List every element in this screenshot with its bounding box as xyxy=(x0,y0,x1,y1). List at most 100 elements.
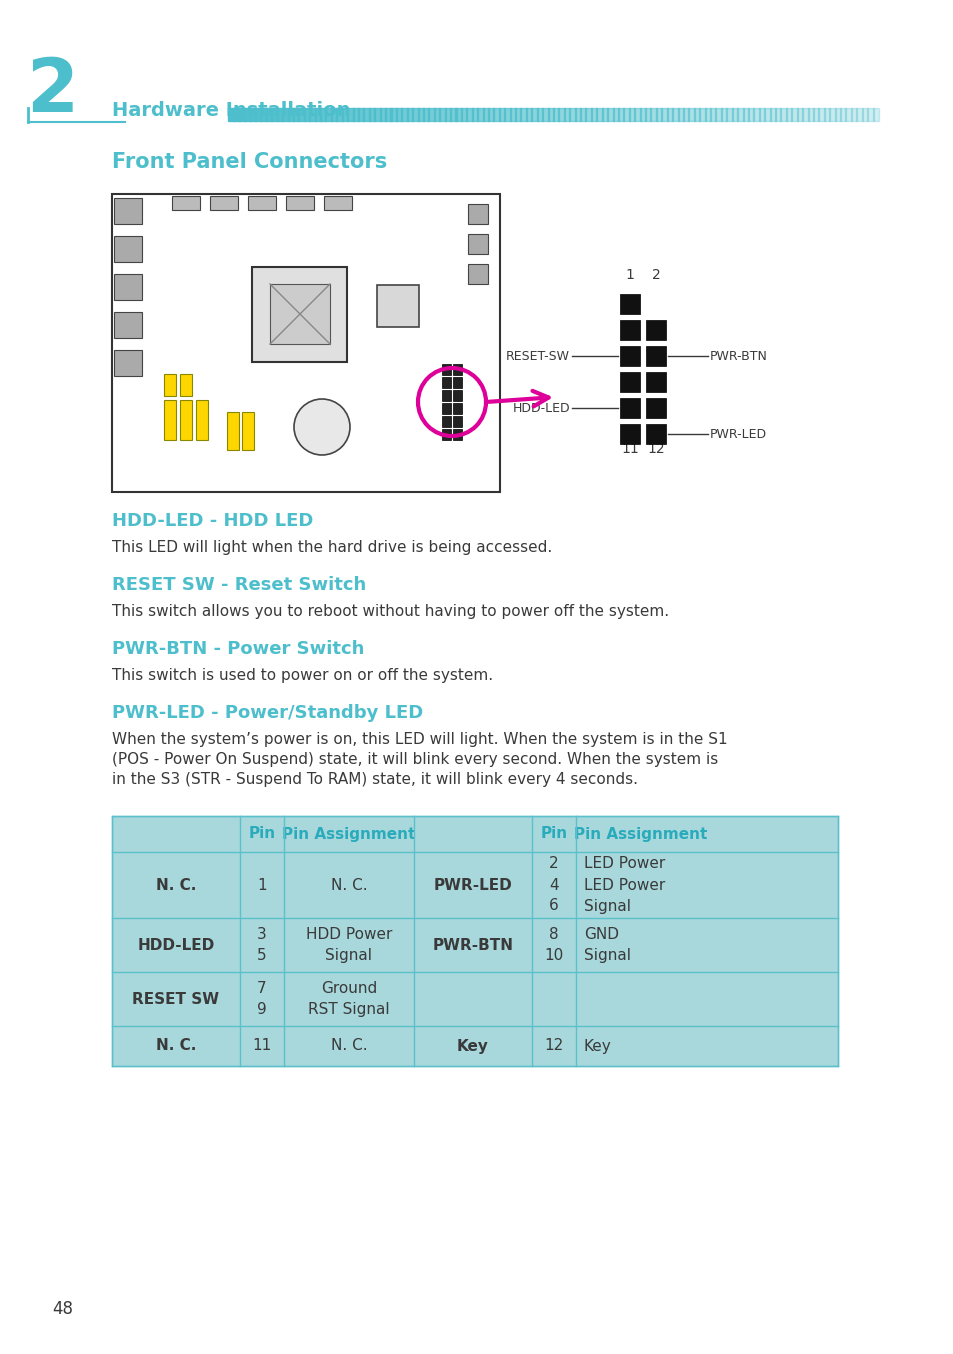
Bar xyxy=(818,108,824,121)
Bar xyxy=(856,108,862,121)
Bar xyxy=(769,108,776,121)
Bar xyxy=(682,108,689,121)
Text: Ground
RST Signal: Ground RST Signal xyxy=(308,982,390,1017)
Text: HDD-LED: HDD-LED xyxy=(137,937,214,952)
Bar xyxy=(444,108,451,121)
Bar xyxy=(298,108,305,121)
Bar xyxy=(645,372,665,393)
Bar xyxy=(645,347,665,366)
Bar xyxy=(482,108,489,121)
Bar xyxy=(807,108,813,121)
Text: N. C.: N. C. xyxy=(331,877,367,892)
Bar xyxy=(376,284,418,328)
Bar xyxy=(266,108,272,121)
Bar xyxy=(164,399,175,440)
Bar xyxy=(353,108,358,121)
Bar xyxy=(468,204,488,223)
Text: RESET SW: RESET SW xyxy=(132,991,219,1006)
Bar xyxy=(450,108,456,121)
Bar xyxy=(164,374,175,395)
Bar xyxy=(385,108,391,121)
Text: PWR-BTN: PWR-BTN xyxy=(709,349,767,363)
Bar xyxy=(434,108,439,121)
Bar xyxy=(422,108,429,121)
Bar xyxy=(172,196,200,210)
Bar xyxy=(113,274,142,301)
Bar xyxy=(619,320,639,340)
Bar xyxy=(725,108,732,121)
Bar xyxy=(569,108,575,121)
Bar xyxy=(453,403,461,414)
Bar xyxy=(585,108,591,121)
Text: 2
4
6: 2 4 6 xyxy=(549,857,558,914)
Bar xyxy=(238,108,245,121)
Text: Pin Assignment: Pin Assignment xyxy=(282,826,416,841)
Bar xyxy=(601,108,607,121)
Bar xyxy=(379,108,386,121)
Bar xyxy=(774,108,781,121)
Text: PWR-LED: PWR-LED xyxy=(709,428,766,440)
Bar xyxy=(525,108,532,121)
Bar xyxy=(441,416,451,427)
Bar xyxy=(619,372,639,393)
Bar xyxy=(644,108,651,121)
Bar xyxy=(672,108,678,121)
Bar xyxy=(731,108,738,121)
Bar xyxy=(180,399,192,440)
Bar xyxy=(244,108,251,121)
Bar xyxy=(619,424,639,444)
Text: GND
Signal: GND Signal xyxy=(583,927,630,963)
Bar xyxy=(596,108,602,121)
Bar xyxy=(363,108,370,121)
Bar xyxy=(113,236,142,263)
Bar xyxy=(466,108,473,121)
Bar xyxy=(453,364,461,375)
Bar xyxy=(468,264,488,284)
Bar xyxy=(113,311,142,338)
Bar xyxy=(541,108,548,121)
Bar xyxy=(619,398,639,418)
Bar xyxy=(677,108,683,121)
Text: 11: 11 xyxy=(253,1039,272,1053)
Bar xyxy=(493,108,499,121)
Bar xyxy=(233,108,239,121)
Bar xyxy=(282,108,288,121)
Bar xyxy=(660,108,667,121)
Bar xyxy=(453,390,461,401)
Bar xyxy=(441,403,451,414)
Text: PWR-BTN: PWR-BTN xyxy=(432,937,513,952)
Bar xyxy=(872,108,878,121)
Bar xyxy=(823,108,829,121)
Bar xyxy=(476,108,483,121)
Text: RESET SW - Reset Switch: RESET SW - Reset Switch xyxy=(112,575,366,594)
Bar xyxy=(785,108,792,121)
Bar xyxy=(520,108,526,121)
Bar xyxy=(341,108,348,121)
Bar xyxy=(558,108,564,121)
Bar xyxy=(254,108,261,121)
Bar xyxy=(704,108,710,121)
Bar xyxy=(645,320,665,340)
Text: 7
9: 7 9 xyxy=(257,982,267,1017)
Bar xyxy=(324,196,352,210)
Bar xyxy=(531,108,537,121)
Text: 12: 12 xyxy=(544,1039,563,1053)
Bar xyxy=(369,108,375,121)
Bar xyxy=(112,816,837,1066)
Bar xyxy=(850,108,857,121)
Bar xyxy=(844,108,851,121)
Bar xyxy=(720,108,726,121)
Bar xyxy=(619,294,639,314)
Bar xyxy=(309,108,315,121)
Bar xyxy=(645,398,665,418)
Bar xyxy=(357,108,364,121)
Text: Hardware Installation: Hardware Installation xyxy=(112,102,350,121)
Bar xyxy=(753,108,759,121)
Bar xyxy=(537,108,542,121)
Text: This switch is used to power on or off the system.: This switch is used to power on or off t… xyxy=(112,668,493,682)
Bar xyxy=(417,108,423,121)
Bar xyxy=(270,284,330,344)
Bar xyxy=(790,108,797,121)
Bar xyxy=(293,108,299,121)
Bar xyxy=(498,108,505,121)
